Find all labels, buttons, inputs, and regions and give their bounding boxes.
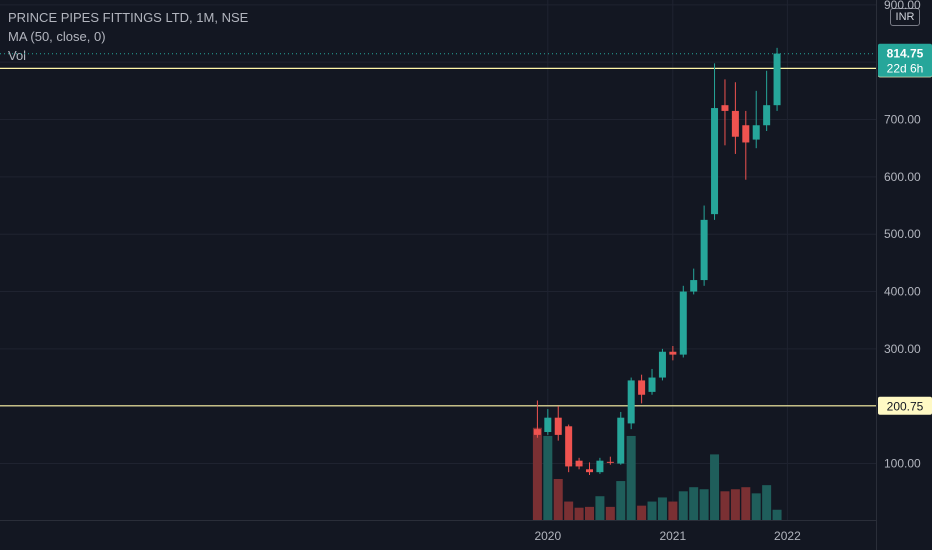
volume-bar	[543, 435, 553, 520]
candle-body	[711, 108, 719, 215]
candle-body	[648, 377, 656, 392]
currency-button[interactable]: INR	[890, 8, 920, 26]
volume-bar	[657, 497, 667, 520]
volume-bar	[574, 507, 584, 520]
volume-bar	[595, 496, 605, 520]
candle-body	[752, 125, 760, 140]
candle-body	[575, 460, 583, 467]
hline-price-tag	[878, 396, 932, 415]
volume-bar	[710, 454, 720, 520]
candle-body	[565, 426, 573, 467]
candle-body	[669, 351, 677, 355]
volume-bar	[532, 427, 542, 520]
y-tick-label: 700.00	[884, 113, 921, 127]
candle-body	[742, 125, 750, 143]
volume-bar	[678, 491, 688, 520]
current-price-label: 814.75	[887, 47, 924, 61]
volume-bar	[553, 479, 563, 520]
current-price-tag	[878, 43, 932, 77]
volume-bar	[762, 485, 772, 520]
volume-bar	[730, 489, 740, 520]
volume-bar	[585, 506, 594, 520]
candle-body	[721, 105, 729, 111]
candle-body	[700, 219, 708, 281]
candle-body	[690, 280, 698, 292]
x-tick-label: 2022	[774, 529, 801, 543]
y-tick-label: 600.00	[884, 170, 921, 184]
volume-bar	[564, 501, 574, 520]
volume-bar	[689, 487, 699, 520]
candle-body	[606, 461, 614, 463]
x-tick-label: 2020	[534, 529, 561, 543]
candle-body	[658, 351, 666, 378]
candle-body	[638, 380, 646, 395]
volume-bar	[605, 506, 615, 520]
candle-body	[544, 417, 552, 433]
x-tick-label: 2021	[659, 529, 686, 543]
candle-body	[679, 291, 687, 355]
y-tick-label: 100.00	[884, 457, 921, 471]
candle-body	[554, 417, 562, 435]
volume-bar	[626, 435, 636, 520]
candle-body	[773, 53, 781, 106]
volume-bar	[647, 501, 657, 520]
volume-bar	[720, 491, 730, 520]
volume-bar	[668, 501, 678, 520]
candle-body	[586, 469, 593, 473]
ma-indicator-label[interactable]: MA (50, close, 0)	[8, 29, 106, 44]
y-tick-label: 900.00	[884, 0, 921, 12]
volume-bar	[616, 481, 626, 520]
hline-price-label: 200.75	[887, 399, 924, 413]
candle-body	[763, 105, 771, 126]
y-tick-label: 300.00	[884, 342, 921, 356]
volume-bar	[772, 509, 782, 520]
candle-body	[731, 110, 739, 137]
volume-label[interactable]: Vol	[8, 48, 27, 63]
candle-body	[596, 460, 604, 473]
volume-bar	[699, 489, 709, 520]
bar-countdown-label: 22d 6h	[887, 62, 924, 76]
y-tick-label: 500.00	[884, 227, 921, 241]
volume-bar	[741, 487, 751, 520]
y-tick-label: 400.00	[884, 285, 921, 299]
symbol-title: PRINCE PIPES FITTINGS LTD, 1M, NSE	[8, 10, 249, 25]
candle-body	[617, 417, 625, 464]
candle-body	[627, 380, 635, 424]
volume-bar	[637, 505, 647, 520]
volume-bar	[751, 493, 761, 520]
candle-body	[533, 429, 541, 435]
